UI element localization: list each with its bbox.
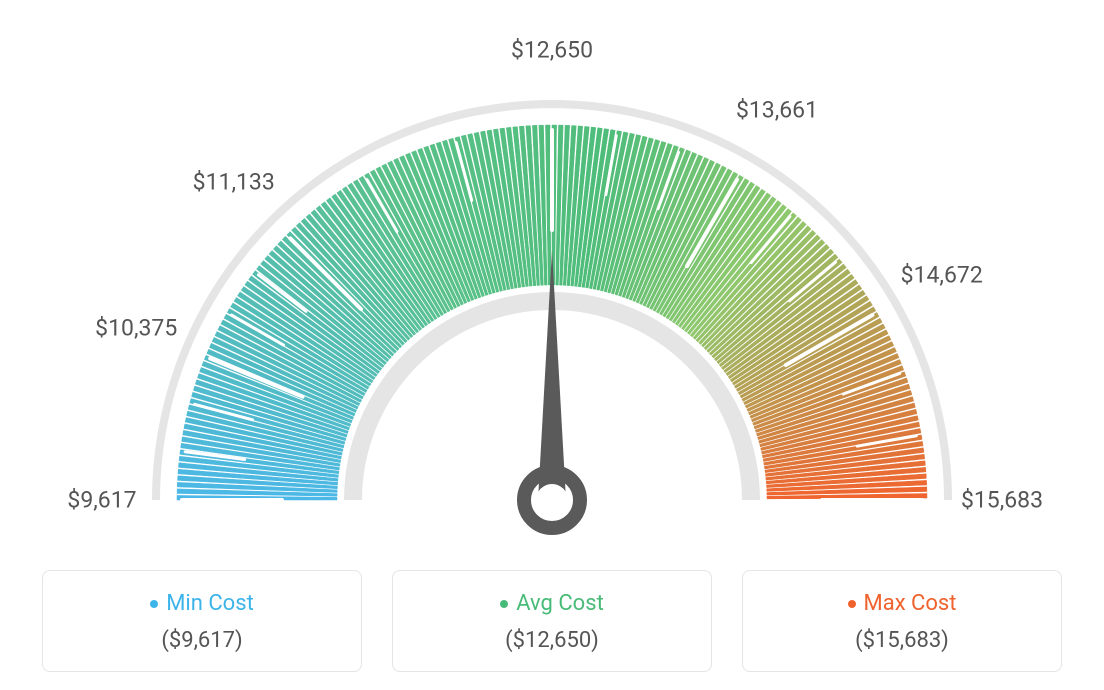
legend-label-avg: Avg Cost [516, 591, 604, 616]
legend-label-min: Min Cost [166, 591, 254, 616]
legend-card-avg: Avg Cost ($12,650) [392, 570, 712, 672]
legend-label-max: Max Cost [864, 591, 957, 616]
legend-title-max: Max Cost [848, 591, 957, 616]
legend-value-max: ($15,683) [743, 628, 1061, 653]
legend-value-min: ($9,617) [43, 628, 361, 653]
gauge-tick-label: $15,683 [961, 487, 1043, 514]
legend-row: Min Cost ($9,617) Avg Cost ($12,650) Max… [42, 570, 1062, 672]
cost-gauge: $9,617 $10,375 $11,133 $12,650 $13,661 $14,67… [32, 10, 1072, 570]
legend-value-avg: ($12,650) [393, 628, 711, 653]
legend-title-min: Min Cost [150, 591, 254, 616]
legend-card-max: Max Cost ($15,683) [742, 570, 1062, 672]
gauge-tick-label: $14,672 [901, 262, 983, 289]
legend-card-min: Min Cost ($9,617) [42, 570, 362, 672]
gauge-tick-label: $11,133 [193, 168, 275, 195]
gauge-tick-label: $10,375 [95, 314, 177, 341]
gauge-svg [32, 10, 1072, 570]
legend-title-avg: Avg Cost [500, 591, 604, 616]
gauge-tick-label: $13,661 [736, 97, 818, 124]
gauge-tick-label: $9,617 [67, 487, 136, 514]
gauge-tick-label: $12,650 [511, 37, 593, 64]
